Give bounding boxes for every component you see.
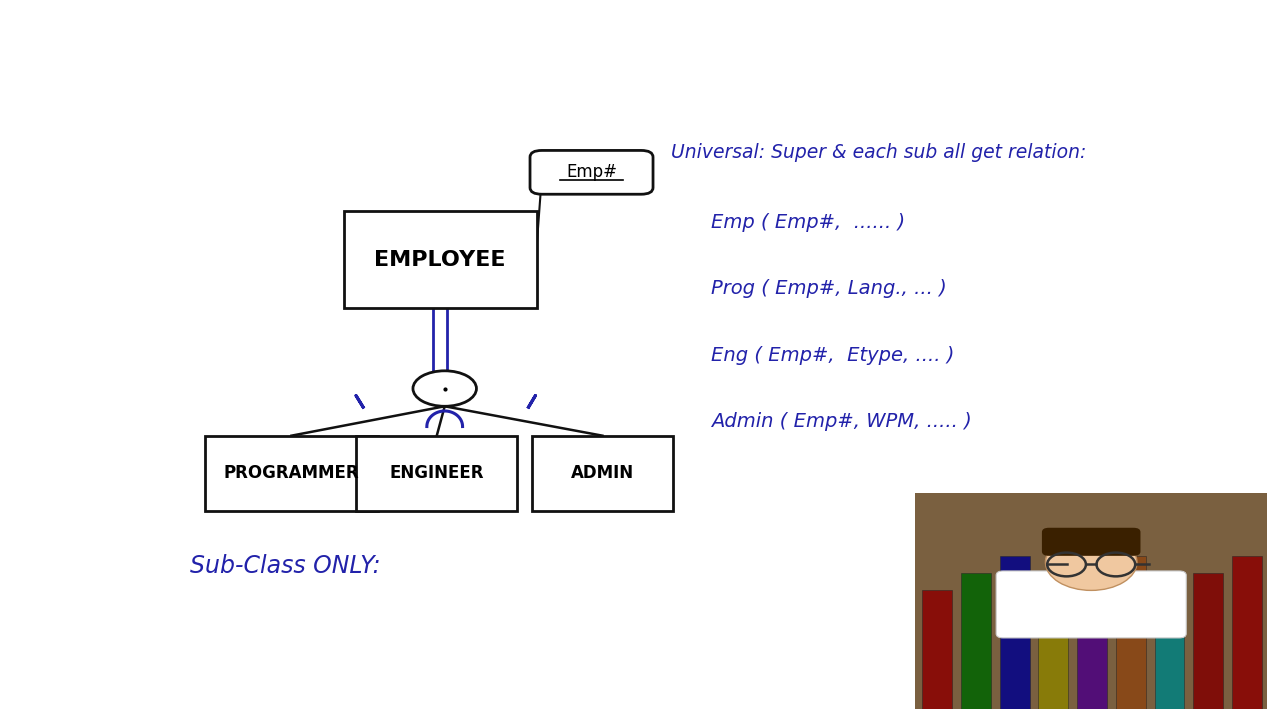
Text: Eng ( Emp#,  Etype, .... ): Eng ( Emp#, Etype, .... ) [710, 346, 954, 365]
Text: ADMIN: ADMIN [571, 464, 634, 482]
FancyBboxPatch shape [1155, 590, 1184, 709]
Text: Universal: Super & each sub all get relation:: Universal: Super & each sub all get rela… [671, 143, 1087, 163]
FancyBboxPatch shape [1000, 556, 1029, 709]
Text: Sub-Class ONLY:: Sub-Class ONLY: [189, 554, 380, 578]
Text: Admin ( Emp#, WPM, ..... ): Admin ( Emp#, WPM, ..... ) [710, 413, 972, 431]
FancyBboxPatch shape [1076, 573, 1107, 709]
FancyBboxPatch shape [532, 436, 673, 510]
Text: Emp ( Emp#,  ...... ): Emp ( Emp#, ...... ) [710, 212, 905, 232]
FancyBboxPatch shape [343, 211, 538, 308]
FancyBboxPatch shape [1116, 556, 1146, 709]
FancyBboxPatch shape [915, 493, 1267, 709]
Text: Prog ( Emp#, Lang., ... ): Prog ( Emp#, Lang., ... ) [710, 279, 946, 298]
FancyBboxPatch shape [530, 150, 653, 194]
Circle shape [413, 371, 476, 406]
Text: ENGINEER: ENGINEER [389, 464, 484, 482]
FancyBboxPatch shape [205, 436, 379, 510]
FancyBboxPatch shape [922, 590, 952, 709]
FancyBboxPatch shape [1038, 590, 1069, 709]
Text: Emp#: Emp# [566, 163, 617, 181]
FancyBboxPatch shape [996, 571, 1187, 638]
FancyBboxPatch shape [1231, 556, 1262, 709]
Text: PROGRAMMER: PROGRAMMER [224, 464, 360, 482]
FancyBboxPatch shape [961, 573, 991, 709]
Text: EMPLOYEE: EMPLOYEE [375, 250, 506, 270]
FancyBboxPatch shape [356, 436, 517, 510]
FancyBboxPatch shape [1193, 573, 1224, 709]
FancyBboxPatch shape [1042, 528, 1140, 556]
Circle shape [1046, 534, 1137, 590]
